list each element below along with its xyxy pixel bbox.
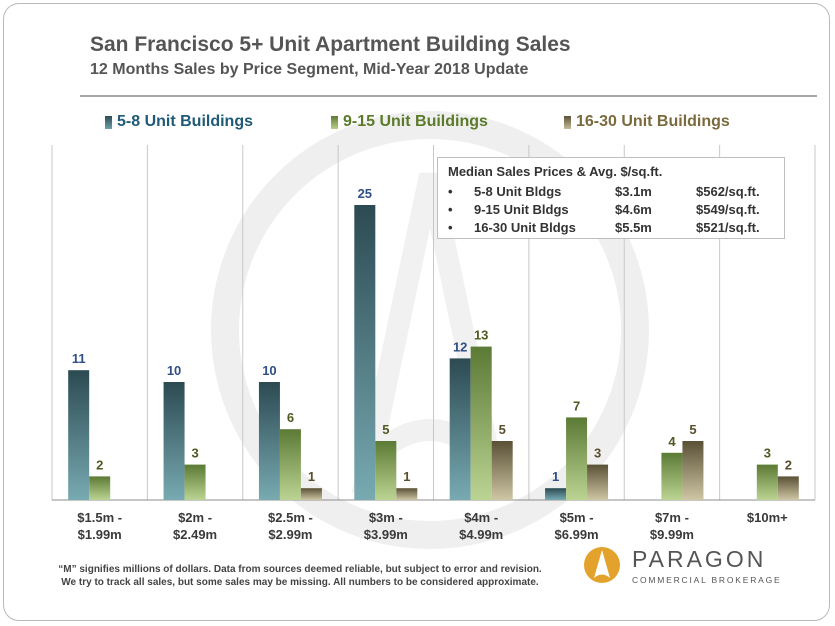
infobox-header: Median Sales Prices & Avg. $/sq.ft. bbox=[448, 164, 663, 179]
legend-label-5-8: 5-8 Unit Buildings bbox=[117, 113, 253, 130]
x-tick-label: $1.5m - bbox=[77, 510, 122, 525]
data-label-16-30: 1 bbox=[403, 469, 410, 484]
x-tick-label: $2.99m bbox=[268, 527, 312, 542]
bar-9-15 bbox=[279, 429, 301, 500]
data-label-9-15: 2 bbox=[96, 457, 103, 472]
data-label-16-30: 3 bbox=[594, 446, 601, 461]
bar-5-8 bbox=[68, 370, 90, 500]
bar-9-15 bbox=[566, 417, 588, 500]
logo-tagline: COMMERCIAL BROKERAGE bbox=[632, 575, 782, 585]
bar-9-15 bbox=[89, 476, 111, 500]
x-tick-label: $10m+ bbox=[747, 510, 788, 525]
data-label-9-15: 13 bbox=[474, 328, 488, 343]
bar-9-15 bbox=[756, 464, 778, 500]
data-label-9-15: 5 bbox=[382, 422, 389, 437]
data-label-5-8: 12 bbox=[453, 339, 467, 354]
data-label-5-8: 10 bbox=[167, 363, 181, 378]
data-label-16-30: 1 bbox=[308, 469, 315, 484]
bar-16-30 bbox=[587, 464, 609, 500]
data-label-16-30: 5 bbox=[499, 422, 506, 437]
infobox-bullet: • bbox=[448, 202, 453, 217]
logo-name: PARAGON bbox=[632, 546, 767, 572]
bar-5-8 bbox=[163, 382, 185, 500]
bar-5-8 bbox=[449, 358, 471, 500]
bar-5-8 bbox=[354, 205, 376, 500]
infobox-row-label: 5-8 Unit Bldgs bbox=[474, 184, 562, 199]
bar-9-15 bbox=[375, 441, 397, 500]
data-label-9-15: 7 bbox=[573, 398, 580, 413]
x-tick-label: $6.99m bbox=[555, 527, 599, 542]
data-label-16-30: 5 bbox=[689, 422, 696, 437]
data-label-5-8: 25 bbox=[358, 186, 372, 201]
legend-label-16-30: 16-30 Unit Buildings bbox=[576, 113, 730, 130]
x-tick-label: $4m - bbox=[464, 510, 498, 525]
data-label-9-15: 3 bbox=[764, 446, 771, 461]
x-tick-label: $2m - bbox=[178, 510, 212, 525]
footnote: “M” signifies millions of dollars. Data … bbox=[40, 563, 560, 589]
infobox-row-price: $3.1m bbox=[615, 184, 652, 199]
bar-16-30 bbox=[682, 441, 704, 500]
legend-swatch-5-8 bbox=[105, 115, 112, 129]
bar-16-30 bbox=[300, 488, 322, 500]
legend-label-9-15: 9-15 Unit Buildings bbox=[343, 113, 488, 130]
infobox-bullet: • bbox=[448, 184, 453, 199]
bar-16-30 bbox=[777, 476, 799, 500]
infobox-row-label: 9-15 Unit Bldgs bbox=[474, 202, 569, 217]
infobox-row-price: $5.5m bbox=[615, 220, 652, 235]
footnote-line-2: We try to track all sales, but some sale… bbox=[61, 577, 539, 588]
infobox-bullet: • bbox=[448, 220, 453, 235]
data-label-9-15: 6 bbox=[287, 410, 294, 425]
chart-subtitle: 12 Months Sales by Price Segment, Mid-Ye… bbox=[90, 61, 529, 78]
infobox-row: • 16-30 Unit Bldgs $5.5m $521/sq.ft. bbox=[438, 220, 784, 238]
infobox-row-psf: $562/sq.ft. bbox=[696, 184, 760, 199]
title-divider bbox=[80, 95, 817, 97]
legend-item-16-30: 16-30 Unit Buildings bbox=[564, 111, 730, 133]
data-label-5-8: 1 bbox=[552, 469, 559, 484]
legend-item-9-15: 9-15 Unit Buildings bbox=[331, 111, 488, 133]
x-tick-label: $5m - bbox=[560, 510, 594, 525]
bar-9-15 bbox=[184, 464, 206, 500]
infobox-row-psf: $521/sq.ft. bbox=[696, 220, 760, 235]
infobox-row-label: 16-30 Unit Bldgs bbox=[474, 220, 576, 235]
x-tick-label: $3.99m bbox=[364, 527, 408, 542]
x-tick-label: $1.99m bbox=[78, 527, 122, 542]
infobox-row-psf: $549/sq.ft. bbox=[696, 202, 760, 217]
bar-9-15 bbox=[470, 346, 492, 500]
infobox-row: • 9-15 Unit Bldgs $4.6m $549/sq.ft. bbox=[438, 202, 784, 220]
chart-title: San Francisco 5+ Unit Apartment Building… bbox=[90, 33, 571, 56]
infobox-row-price: $4.6m bbox=[615, 202, 652, 217]
legend-swatch-9-15 bbox=[331, 115, 338, 129]
footnote-line-1: “M” signifies millions of dollars. Data … bbox=[58, 564, 542, 575]
x-tick-label: $3m - bbox=[369, 510, 403, 525]
legend-item-5-8: 5-8 Unit Buildings bbox=[105, 111, 253, 133]
legend-swatch-16-30 bbox=[564, 115, 571, 129]
median-prices-box: Median Sales Prices & Avg. $/sq.ft. • 5-… bbox=[437, 157, 785, 239]
x-tick-label: $4.99m bbox=[459, 527, 503, 542]
bar-16-30 bbox=[491, 441, 513, 500]
x-tick-label: $9.99m bbox=[650, 527, 694, 542]
data-label-5-8: 11 bbox=[72, 351, 86, 366]
data-label-5-8: 10 bbox=[262, 363, 276, 378]
bar-9-15 bbox=[661, 452, 683, 500]
bar-5-8 bbox=[258, 382, 280, 500]
data-label-16-30: 2 bbox=[785, 457, 792, 472]
bar-5-8 bbox=[545, 488, 567, 500]
x-tick-label: $7m - bbox=[655, 510, 689, 525]
slide-frame bbox=[3, 3, 830, 621]
data-label-9-15: 4 bbox=[668, 434, 676, 449]
bar-16-30 bbox=[396, 488, 418, 500]
infobox-row: • 5-8 Unit Bldgs $3.1m $562/sq.ft. bbox=[438, 184, 784, 202]
x-tick-label: $2.49m bbox=[173, 527, 217, 542]
data-label-9-15: 3 bbox=[191, 446, 198, 461]
x-tick-label: $2.5m - bbox=[268, 510, 313, 525]
